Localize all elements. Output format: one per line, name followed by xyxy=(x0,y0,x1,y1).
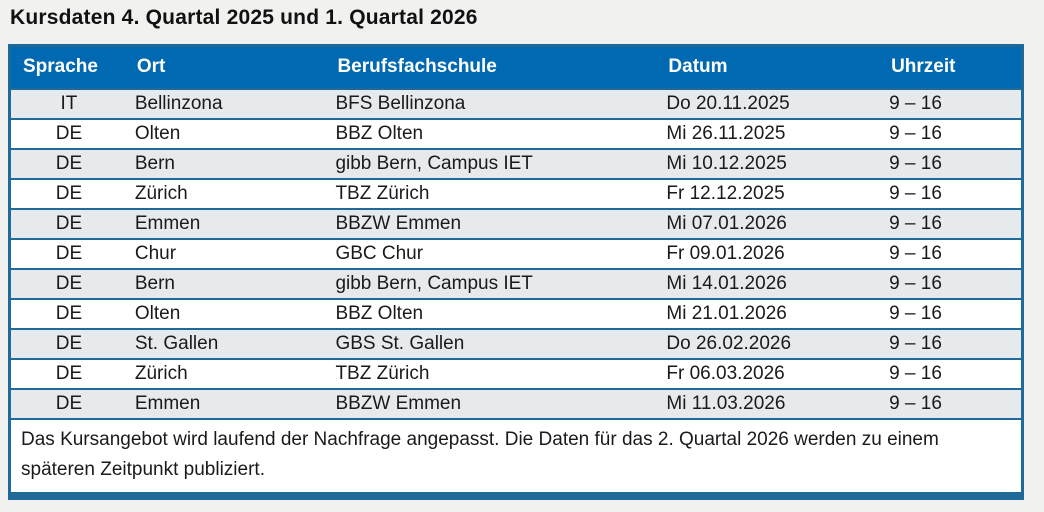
cell-datum: Mi 10.12.2025 xyxy=(666,152,787,174)
cell-sprache: DE xyxy=(55,122,83,144)
table-row: DE Emmen BBZW Emmen Mi 07.01.2026 9 – 16 xyxy=(9,208,1023,239)
cell-sprache: DE xyxy=(55,242,83,264)
cell-berufsfachschule: BBZW Emmen xyxy=(335,212,462,234)
table-row: DE Bern gibb Bern, Campus IET Mi 10.12.2025… xyxy=(9,148,1023,179)
footer-row: Das Kursangebot wird laufend der Nachfra… xyxy=(9,418,1023,496)
cell-datum: Mi 14.01.2026 xyxy=(666,272,787,294)
cell-berufsfachschule: GBS St. Gallen xyxy=(335,332,465,354)
cell-uhrzeit: 9 – 16 xyxy=(889,152,942,174)
cell-uhrzeit: 9 – 16 xyxy=(889,212,942,234)
cell-berufsfachschule: TBZ Zürich xyxy=(335,362,430,384)
table-row: DE Olten BBZ Olten Mi 21.01.2026 9 – 16 xyxy=(9,298,1023,329)
cell-ort: Bern xyxy=(134,152,175,174)
cell-uhrzeit: 9 – 16 xyxy=(889,302,942,324)
cell-uhrzeit: 9 – 16 xyxy=(889,272,942,294)
table-row: DE Zürich TBZ Zürich Fr 06.03.2026 9 – 16 xyxy=(9,358,1023,389)
table-body: IT Bellinzona BFS Bellinzona Do 20.11.2025 9… xyxy=(9,88,1023,419)
cell-ort: Chur xyxy=(134,242,177,264)
cell-uhrzeit: 9 – 16 xyxy=(889,392,942,414)
cell-berufsfachschule: BBZW Emmen xyxy=(335,392,462,414)
cell-uhrzeit: 9 – 16 xyxy=(889,362,942,384)
cell-sprache: DE xyxy=(55,362,83,384)
table-row: DE Bern gibb Bern, Campus IET Mi 14.01.2026… xyxy=(9,268,1023,299)
cell-sprache: DE xyxy=(55,332,83,354)
cell-sprache: DE xyxy=(55,392,83,414)
cell-datum: Fr 12.12.2025 xyxy=(666,182,785,204)
cell-berufsfachschule: TBZ Zürich xyxy=(335,182,430,204)
cell-datum: Do 20.11.2025 xyxy=(666,92,790,114)
column-header-datum: Datum xyxy=(658,45,882,90)
cell-ort: Olten xyxy=(134,302,181,324)
course-dates-table: Sprache Ort Berufsfachschule Datum Uhrze… xyxy=(8,44,1024,500)
cell-uhrzeit: 9 – 16 xyxy=(889,92,942,114)
cell-ort: St. Gallen xyxy=(134,332,219,354)
cell-ort: Olten xyxy=(134,122,181,144)
cell-ort: Emmen xyxy=(134,212,201,234)
cell-berufsfachschule: gibb Bern, Campus IET xyxy=(335,152,533,174)
page-title: Kursdaten 4. Quartal 2025 und 1. Quartal… xyxy=(10,6,478,29)
cell-berufsfachschule: BFS Bellinzona xyxy=(335,92,466,114)
cell-datum: Mi 26.11.2025 xyxy=(666,122,786,144)
cell-sprache: DE xyxy=(55,182,83,204)
cell-berufsfachschule: BBZ Olten xyxy=(335,302,424,324)
cell-ort: Bern xyxy=(134,272,175,294)
column-header-uhrzeit: Uhrzeit xyxy=(881,45,1023,90)
footer-note: Das Kursangebot wird laufend der Nachfra… xyxy=(9,418,1023,496)
cell-datum: Mi 11.03.2026 xyxy=(666,392,786,414)
cell-berufsfachschule: gibb Bern, Campus IET xyxy=(335,272,533,294)
cell-uhrzeit: 9 – 16 xyxy=(889,332,942,354)
table-row: DE Olten BBZ Olten Mi 26.11.2025 9 – 16 xyxy=(9,118,1023,149)
cell-datum: Do 26.02.2026 xyxy=(666,332,792,354)
cell-ort: Bellinzona xyxy=(134,92,223,114)
cell-datum: Mi 21.01.2026 xyxy=(666,302,787,324)
table-row: DE Emmen BBZW Emmen Mi 11.03.2026 9 – 16 xyxy=(9,388,1023,419)
table-row: DE Zürich TBZ Zürich Fr 12.12.2025 9 – 16 xyxy=(9,178,1023,209)
cell-berufsfachschule: GBC Chur xyxy=(335,242,424,264)
cell-ort: Emmen xyxy=(134,392,201,414)
cell-uhrzeit: 9 – 16 xyxy=(889,182,942,204)
header-row: Sprache Ort Berufsfachschule Datum Uhrze… xyxy=(9,45,1023,90)
cell-sprache: DE xyxy=(55,152,83,174)
table-row: IT Bellinzona BFS Bellinzona Do 20.11.2025 9… xyxy=(9,88,1023,119)
column-header-berufsfachschule: Berufsfachschule xyxy=(327,45,659,90)
cell-datum: Fr 06.03.2026 xyxy=(666,362,785,384)
cell-sprache: DE xyxy=(55,302,83,324)
cell-sprache: DE xyxy=(55,212,83,234)
cell-datum: Fr 09.01.2026 xyxy=(666,242,785,264)
table-header: Sprache Ort Berufsfachschule Datum Uhrze… xyxy=(9,45,1023,90)
cell-sprache: IT xyxy=(60,92,78,114)
table-row: DE St. Gallen GBS St. Gallen Do 26.02.2026 9… xyxy=(9,328,1023,359)
cell-ort: Zürich xyxy=(134,362,188,384)
cell-datum: Mi 07.01.2026 xyxy=(666,212,787,234)
table-row: DE Chur GBC Chur Fr 09.01.2026 9 – 16 xyxy=(9,238,1023,269)
cell-berufsfachschule: BBZ Olten xyxy=(335,122,424,144)
table-footer: Das Kursangebot wird laufend der Nachfra… xyxy=(9,418,1023,496)
cell-sprache: DE xyxy=(55,272,83,294)
cell-uhrzeit: 9 – 16 xyxy=(889,242,942,264)
cell-ort: Zürich xyxy=(134,182,188,204)
cell-uhrzeit: 9 – 16 xyxy=(889,122,942,144)
column-header-sprache: Sprache xyxy=(9,45,127,90)
column-header-ort: Ort xyxy=(126,45,328,90)
